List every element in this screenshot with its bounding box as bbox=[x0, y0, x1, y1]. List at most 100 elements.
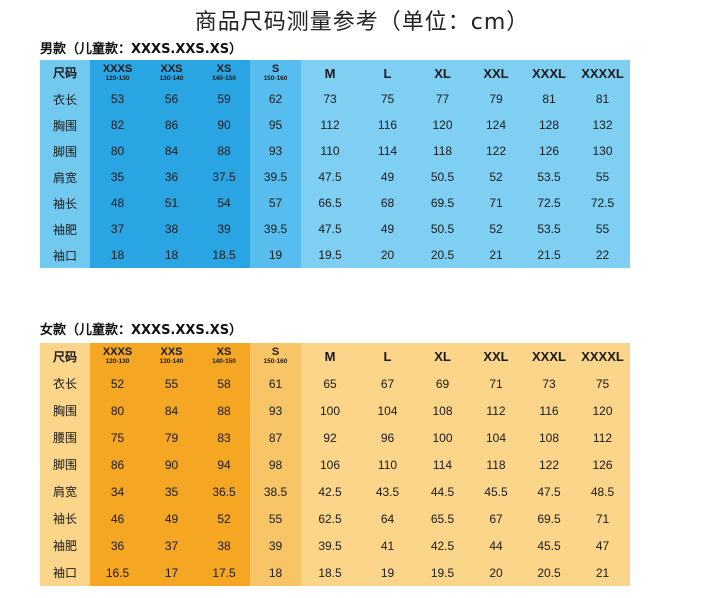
table-cell: 118 bbox=[416, 138, 469, 164]
table-cell: 118 bbox=[469, 451, 523, 478]
table-cell: 114 bbox=[359, 138, 416, 164]
measurement-label: 袖长 bbox=[40, 190, 90, 216]
size-label: M bbox=[324, 65, 336, 81]
table-cell: 72.5 bbox=[575, 190, 630, 216]
table-cell: 88 bbox=[198, 138, 250, 164]
table-cell: 83 bbox=[198, 424, 250, 451]
table-cell: 45.5 bbox=[469, 478, 523, 505]
height-range: 120-130 bbox=[105, 358, 130, 366]
table-cell: 120 bbox=[575, 397, 630, 424]
table-cell: 55 bbox=[250, 505, 301, 532]
table-cell: 52 bbox=[469, 164, 523, 190]
header-cell: XXXXL bbox=[575, 343, 630, 370]
table-edge bbox=[630, 216, 658, 242]
header-cell: 尺码 bbox=[40, 343, 90, 370]
table-cell: 38 bbox=[145, 216, 198, 242]
size-label: XXXXL bbox=[581, 65, 624, 81]
table-cell: 112 bbox=[575, 424, 630, 451]
table-cell: 79 bbox=[145, 424, 198, 451]
table-cell: 84 bbox=[145, 138, 198, 164]
measurement-label: 脚围 bbox=[40, 451, 90, 478]
table-cell: 116 bbox=[359, 112, 416, 138]
table-cell: 87 bbox=[250, 424, 301, 451]
size-label: XL bbox=[434, 349, 451, 364]
size-label: XXXL bbox=[532, 349, 566, 364]
men-size-table: 尺码 XXXS 120-130 XXS 130-140 XS 140-150 S 150-160… bbox=[40, 60, 708, 271]
table-cell: 112 bbox=[301, 112, 359, 138]
header-cell: XXXL bbox=[523, 60, 575, 86]
table-cell: 18.5 bbox=[198, 242, 250, 268]
table-edge bbox=[630, 505, 658, 532]
header-cell: XL bbox=[416, 343, 469, 370]
table-cell: 22 bbox=[575, 242, 630, 268]
table-cell: 96 bbox=[359, 424, 416, 451]
measurement-label: 衣长 bbox=[40, 370, 90, 397]
table-cell: 126 bbox=[575, 451, 630, 478]
table-cell: 93 bbox=[250, 397, 301, 424]
size-label: L bbox=[383, 349, 392, 364]
size-label: XXXS bbox=[102, 346, 133, 359]
table-cell: 55 bbox=[575, 216, 630, 242]
table-cell: 19.5 bbox=[301, 242, 359, 268]
table-cell: 62 bbox=[250, 86, 301, 112]
table-cell: 52 bbox=[198, 505, 250, 532]
table-cell: 49 bbox=[145, 505, 198, 532]
table-edge bbox=[630, 424, 658, 451]
table-cell: 39 bbox=[198, 216, 250, 242]
table-cell: 55 bbox=[575, 164, 630, 190]
table-cell: 42.5 bbox=[301, 478, 359, 505]
table-edge bbox=[630, 532, 658, 559]
height-range: 130-140 bbox=[159, 358, 184, 366]
height-range: 150-160 bbox=[263, 358, 288, 366]
table-edge bbox=[630, 190, 658, 216]
table-edge bbox=[630, 112, 658, 138]
table-edge bbox=[630, 559, 658, 586]
table-cell: 50.5 bbox=[416, 164, 469, 190]
table-cell: 18 bbox=[145, 242, 198, 268]
table-cell: 69.5 bbox=[523, 505, 575, 532]
header-cell: XL bbox=[416, 60, 469, 86]
table-cell: 19 bbox=[359, 559, 416, 586]
table-cell: 34 bbox=[90, 478, 145, 505]
table-cell: 81 bbox=[523, 86, 575, 112]
table-edge bbox=[630, 370, 658, 397]
table-cell: 37.5 bbox=[198, 164, 250, 190]
table-cell: 38.5 bbox=[250, 478, 301, 505]
table-cell: 126 bbox=[523, 138, 575, 164]
table-cell: 67 bbox=[359, 370, 416, 397]
men-subtitle: 男款（儿童款：XXXS.XXS.XS） bbox=[40, 42, 243, 57]
size-label: M bbox=[324, 349, 336, 364]
table-cell: 55 bbox=[145, 370, 198, 397]
table-cell: 100 bbox=[416, 424, 469, 451]
size-label: S bbox=[271, 346, 280, 359]
table-cell: 54 bbox=[198, 190, 250, 216]
table-cell: 18.5 bbox=[301, 559, 359, 586]
table-cell: 36 bbox=[90, 532, 145, 559]
table-cell: 81 bbox=[575, 86, 630, 112]
table-cell: 49 bbox=[359, 216, 416, 242]
table-cell: 52 bbox=[469, 216, 523, 242]
table-cell: 110 bbox=[359, 451, 416, 478]
table-cell: 53.5 bbox=[523, 216, 575, 242]
size-label: XL bbox=[434, 65, 451, 81]
table-cell: 90 bbox=[145, 451, 198, 478]
table-cell: 18 bbox=[250, 559, 301, 586]
table-cell: 67 bbox=[469, 505, 523, 532]
measurement-label: 肩宽 bbox=[40, 478, 90, 505]
table-cell: 104 bbox=[359, 397, 416, 424]
table-cell: 75 bbox=[359, 86, 416, 112]
measurement-label: 袖长 bbox=[40, 505, 90, 532]
table-cell: 128 bbox=[523, 112, 575, 138]
size-label: XS bbox=[216, 62, 232, 75]
table-cell: 46 bbox=[90, 505, 145, 532]
header-cell: XXXL bbox=[523, 343, 575, 370]
table-cell: 65.5 bbox=[416, 505, 469, 532]
table-edge bbox=[630, 343, 658, 370]
table-cell: 51 bbox=[145, 190, 198, 216]
table-cell: 86 bbox=[90, 451, 145, 478]
table-cell: 58 bbox=[198, 370, 250, 397]
table-cell: 88 bbox=[198, 397, 250, 424]
table-cell: 108 bbox=[523, 424, 575, 451]
table-cell: 16.5 bbox=[90, 559, 145, 586]
size-label: 尺码 bbox=[52, 349, 77, 364]
